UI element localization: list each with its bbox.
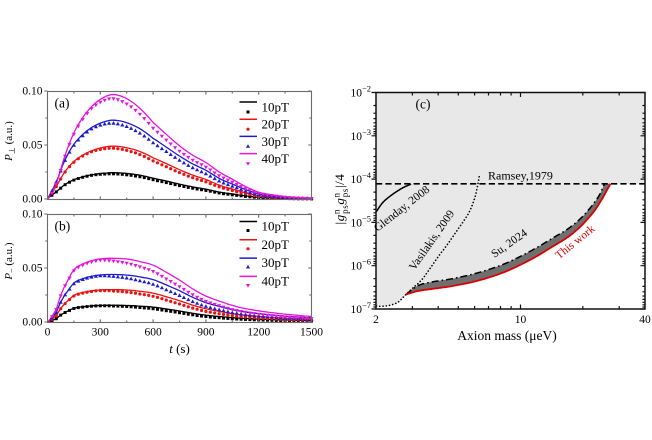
svg-text:1200: 1200 [247, 327, 270, 339]
svg-text:0.10: 0.10 [22, 209, 42, 221]
svg-text:(b): (b) [55, 219, 71, 234]
svg-text:0: 0 [45, 327, 51, 339]
svg-text:20pT: 20pT [262, 237, 290, 252]
svg-text:30pT: 30pT [262, 134, 290, 149]
svg-text:(a): (a) [55, 96, 70, 111]
svg-text:Ramsey,1979: Ramsey,1979 [488, 169, 553, 183]
svg-text:0.05: 0.05 [22, 263, 42, 275]
svg-text:900: 900 [197, 327, 215, 339]
svg-text:0.10: 0.10 [22, 86, 42, 98]
svg-text:t (s): t (s) [169, 341, 190, 356]
svg-text:|gnpsgnps|/4: |gnpsgnps|/4 [332, 174, 351, 225]
svg-text:10pT: 10pT [262, 219, 290, 234]
svg-text:600: 600 [144, 327, 162, 339]
svg-text:1500: 1500 [300, 327, 323, 339]
svg-text:(c): (c) [416, 97, 431, 112]
svg-text:10: 10 [515, 314, 527, 326]
svg-text:P⊥ (a.u.): P⊥ (a.u.) [3, 121, 17, 162]
svg-text:0.05: 0.05 [22, 140, 42, 152]
svg-text:20pT: 20pT [262, 117, 290, 132]
svg-text:0.00: 0.00 [22, 194, 42, 206]
svg-text:300: 300 [92, 327, 110, 339]
svg-text:10pT: 10pT [262, 100, 290, 115]
svg-text:40: 40 [639, 314, 651, 326]
svg-text:40pT: 40pT [262, 151, 290, 166]
svg-text:2: 2 [373, 314, 379, 326]
svg-text:30pT: 30pT [262, 255, 290, 270]
svg-text:40pT: 40pT [262, 273, 290, 288]
svg-text:P− (a.u.): P− (a.u.) [3, 242, 17, 281]
svg-text:Axion mass (μeV): Axion mass (μeV) [457, 328, 556, 343]
svg-text:0.00: 0.00 [22, 317, 42, 329]
